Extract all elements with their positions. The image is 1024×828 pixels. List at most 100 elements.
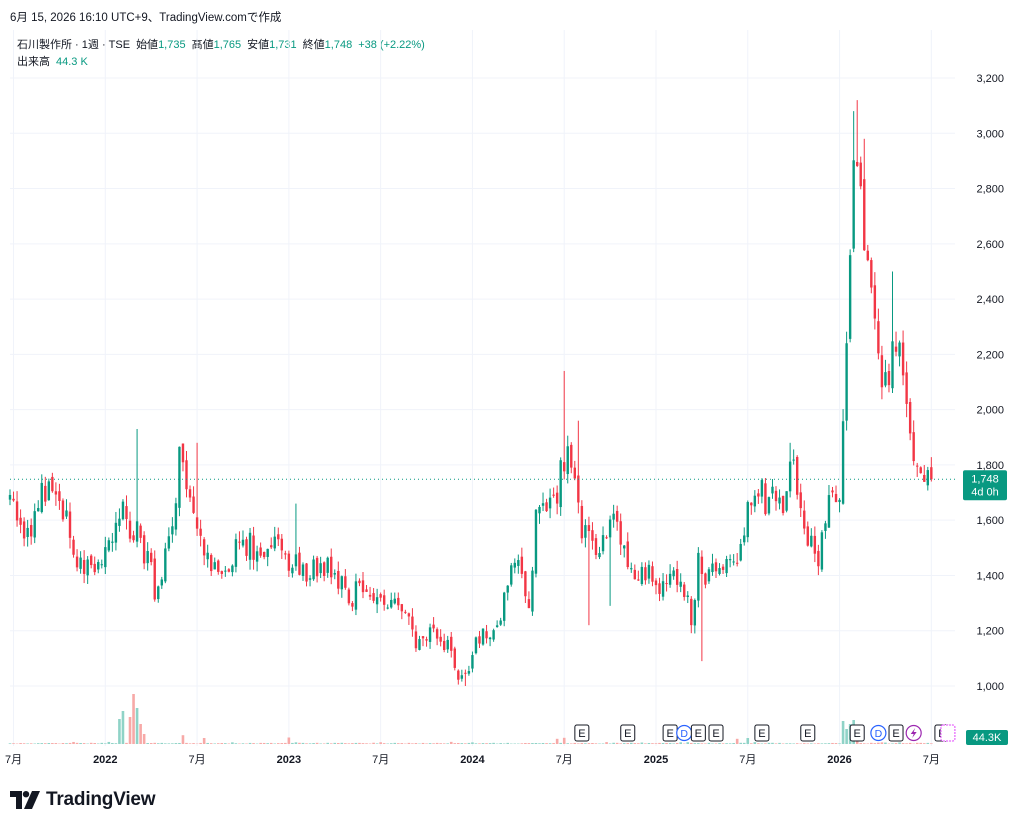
candle[interactable] (884, 372, 887, 386)
candle[interactable] (534, 509, 538, 574)
candle[interactable] (298, 552, 301, 575)
candle[interactable] (266, 548, 269, 557)
candle[interactable] (856, 161, 859, 166)
candle[interactable] (916, 465, 919, 467)
candle[interactable] (598, 553, 601, 558)
candle[interactable] (813, 535, 817, 554)
candle[interactable] (559, 460, 562, 508)
candle[interactable] (432, 624, 435, 629)
candle[interactable] (923, 474, 926, 482)
candle[interactable] (859, 162, 862, 187)
candle[interactable] (644, 567, 647, 581)
candle[interactable] (774, 490, 778, 502)
candle[interactable] (863, 179, 866, 251)
candle[interactable] (40, 482, 43, 513)
candle[interactable] (799, 492, 802, 509)
candle[interactable] (435, 629, 439, 639)
candle[interactable] (707, 569, 711, 582)
tradingview-brand[interactable]: TradingView (10, 788, 156, 812)
candle[interactable] (608, 519, 612, 538)
candle[interactable] (400, 604, 404, 612)
candle[interactable] (315, 557, 319, 577)
candle[interactable] (732, 561, 735, 563)
candle[interactable] (181, 443, 185, 463)
earnings-marker[interactable] (708, 724, 724, 742)
candle[interactable] (220, 571, 223, 574)
candle[interactable] (661, 581, 665, 597)
candle[interactable] (65, 510, 68, 517)
candle[interactable] (820, 532, 824, 570)
candle[interactable] (778, 497, 781, 504)
candle[interactable] (591, 530, 594, 541)
candle[interactable] (457, 670, 460, 680)
candle[interactable] (128, 520, 132, 539)
candle[interactable] (241, 539, 245, 546)
candle[interactable] (111, 541, 114, 543)
candle[interactable] (577, 475, 580, 503)
candle[interactable] (139, 525, 142, 538)
candle[interactable] (587, 525, 591, 532)
candle[interactable] (344, 576, 347, 588)
candle[interactable] (61, 500, 65, 520)
candle[interactable] (894, 346, 898, 352)
candle[interactable] (760, 480, 764, 497)
candle[interactable] (527, 599, 531, 609)
candle[interactable] (174, 503, 178, 530)
candle[interactable] (294, 554, 298, 567)
candle[interactable] (580, 505, 584, 539)
candle[interactable] (404, 611, 407, 613)
candle[interactable] (725, 559, 728, 574)
candle[interactable] (548, 497, 552, 509)
candle[interactable] (333, 573, 336, 575)
candle[interactable] (651, 566, 654, 582)
candle[interactable] (555, 492, 559, 504)
candle[interactable] (146, 551, 149, 564)
candle[interactable] (841, 421, 845, 504)
candle[interactable] (337, 571, 340, 589)
candle[interactable] (594, 538, 598, 555)
candle[interactable] (206, 552, 209, 560)
candle[interactable] (721, 566, 725, 570)
candle[interactable] (767, 497, 771, 514)
candle[interactable] (630, 568, 633, 570)
candle[interactable] (29, 525, 33, 537)
candle[interactable] (626, 541, 629, 568)
earnings-marker[interactable] (754, 724, 770, 742)
candle[interactable] (326, 557, 329, 573)
candle[interactable] (771, 486, 774, 494)
candle[interactable] (785, 491, 788, 511)
candle[interactable] (86, 559, 89, 576)
candle[interactable] (22, 521, 26, 539)
candle[interactable] (107, 540, 111, 551)
candle[interactable] (908, 402, 912, 434)
candle[interactable] (37, 508, 40, 512)
candle[interactable] (880, 355, 884, 388)
candle[interactable] (397, 597, 400, 606)
candle[interactable] (121, 501, 125, 520)
candle[interactable] (781, 495, 785, 514)
candle[interactable] (718, 568, 721, 574)
candle[interactable] (531, 570, 534, 612)
candle[interactable] (358, 580, 361, 584)
candle[interactable] (375, 597, 379, 605)
candle[interactable] (118, 518, 121, 526)
candle[interactable] (697, 552, 700, 601)
candle[interactable] (248, 532, 252, 560)
candle[interactable] (195, 517, 199, 529)
candle[interactable] (460, 675, 464, 679)
candle[interactable] (792, 459, 795, 461)
candle[interactable] (453, 648, 456, 668)
candle[interactable] (390, 599, 393, 608)
candle[interactable] (735, 562, 739, 564)
candle[interactable] (238, 541, 241, 543)
candle[interactable] (217, 560, 220, 572)
candle[interactable] (411, 616, 414, 630)
candle[interactable] (517, 560, 520, 566)
candle[interactable] (72, 539, 75, 555)
candle[interactable] (492, 630, 495, 640)
candle[interactable] (224, 570, 227, 572)
candle[interactable] (319, 563, 322, 574)
earnings-marker[interactable] (888, 724, 904, 742)
candle[interactable] (164, 548, 167, 582)
candle[interactable] (365, 589, 368, 592)
